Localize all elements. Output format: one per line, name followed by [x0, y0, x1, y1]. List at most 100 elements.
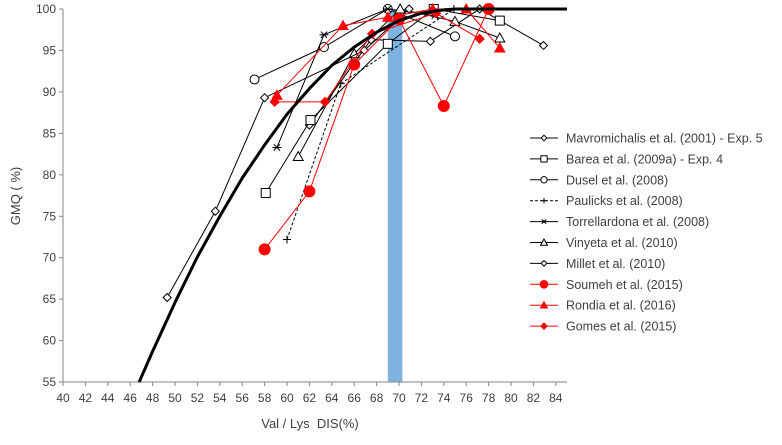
x-tick-label: 62 [303, 391, 317, 405]
x-tick-label: 40 [56, 391, 70, 405]
triangle-marker [292, 150, 305, 162]
x-tick-label: 84 [549, 391, 563, 405]
x-axis-label: Val / Lys DIS(%) [261, 416, 359, 431]
x-tick-label: 46 [124, 391, 138, 405]
x-tick-label: 72 [415, 391, 429, 405]
legend-label: Barea et al. (2009a) - Exp. 4 [566, 152, 723, 166]
series-3 [249, 4, 460, 85]
legend-item: Paulicks et al. (2008) [530, 194, 683, 208]
x-tick-label: 74 [437, 391, 451, 405]
legend-item: Millet et al. (2010) [530, 257, 665, 271]
series-line [166, 8, 410, 298]
x-tick-label: 54 [213, 391, 227, 405]
x-tick-label: 58 [258, 391, 272, 405]
triangle-marker [493, 31, 506, 43]
y-axis-label: GMQ ( %) [8, 167, 23, 226]
circle-marker [303, 185, 316, 198]
triangle-marker [337, 19, 349, 31]
diamond-marker [259, 92, 270, 103]
legend-item: Barea et al. (2009a) - Exp. 4 [530, 152, 723, 166]
diamond-marker [540, 134, 548, 142]
legend-item: Gomes et al. (2015) [530, 320, 676, 334]
diamond-marker [425, 36, 436, 47]
x-tick-label: 68 [370, 391, 384, 405]
x-tick-label: 80 [504, 391, 518, 405]
x-tick-label: 64 [325, 391, 339, 405]
triangle-marker [539, 300, 549, 309]
square-marker [260, 188, 271, 199]
series-line [276, 8, 501, 96]
fitted-curve [137, 7, 567, 383]
diamond-marker [474, 33, 485, 45]
legend-item: Vinyeta et al. (2010) [530, 236, 678, 250]
circle-marker [437, 99, 450, 112]
diamond-marker [540, 259, 548, 267]
series-line [274, 12, 480, 103]
x-tick-label: 42 [79, 391, 93, 405]
series-7 [162, 4, 414, 303]
plus-marker [541, 197, 547, 204]
x-tick-label: 70 [392, 391, 406, 405]
x-tick-label: 52 [191, 391, 205, 405]
series-4 [283, 5, 458, 244]
series-line [254, 8, 456, 80]
x-tick-label: 82 [527, 391, 541, 405]
circle-marker [539, 279, 549, 289]
series-5 [272, 5, 440, 151]
x-tick-label: 60 [280, 391, 294, 405]
y-tick-label: 70 [43, 251, 57, 265]
triangle-marker [493, 41, 506, 53]
square-marker [305, 115, 316, 126]
highlight-band [387, 9, 403, 383]
diamond-marker [319, 96, 331, 108]
fitted-curve-layer [137, 7, 567, 383]
circle-marker [258, 243, 271, 256]
x-tick-label: 76 [460, 391, 474, 405]
series-line [286, 8, 455, 240]
plus-marker [283, 235, 291, 244]
circle-marker [249, 74, 260, 85]
legend-label: Soumeh et al. (2015) [566, 278, 683, 292]
x-tick-label: 66 [348, 391, 362, 405]
legend-item: Soumeh et al. (2015) [530, 278, 683, 292]
y-tick-label: 95 [43, 43, 57, 57]
y-tick-label: 55 [43, 375, 57, 389]
x-tick-label: 50 [168, 391, 182, 405]
x-tick-label: 44 [101, 391, 115, 405]
series-layer [162, 2, 549, 303]
triangle-marker [394, 2, 406, 14]
y-tick-label: 85 [43, 126, 57, 140]
asterisk-marker [272, 143, 282, 151]
triangle-marker [381, 11, 394, 22]
y-tick-label: 75 [43, 209, 57, 223]
square-marker [540, 155, 548, 163]
diamond-marker [538, 40, 549, 51]
diamond-marker [210, 206, 221, 216]
square-marker [382, 38, 393, 49]
y-tick-label: 65 [43, 292, 57, 306]
circle-marker [450, 31, 460, 42]
diamond-marker [162, 292, 172, 303]
legend-label: Torrellardona et al. (2008) [566, 215, 709, 229]
series-8 [258, 3, 495, 256]
legend-item: Dusel et al. (2008) [530, 173, 668, 187]
legend-label: Paulicks et al. (2008) [566, 194, 683, 208]
diamond-marker [269, 96, 280, 108]
x-tick-label: 56 [236, 391, 250, 405]
series-line [264, 8, 490, 250]
y-tick-label: 60 [43, 334, 57, 348]
legend-label: Dusel et al. (2008) [566, 173, 668, 187]
highlight-band-layer [387, 9, 403, 383]
diamond-marker [540, 322, 548, 330]
series-6 [292, 2, 506, 162]
legend-label: Millet et al. (2010) [566, 257, 665, 271]
axes: 40 42 44 46 48 50 52 54 56 58 60 62 64 66 68 70 72 74 76 78… [36, 2, 567, 405]
y-tick-label: 80 [43, 168, 57, 182]
legend-item: Rondia et al. (2016) [530, 299, 676, 313]
square-marker [494, 15, 505, 26]
y-tick-label: 90 [43, 85, 57, 99]
triangle-marker [539, 237, 549, 246]
legend-label: Mavromichalis et al. (2001) - Exp. 5 [566, 132, 763, 146]
asterisk-marker [319, 31, 329, 39]
circle-marker [318, 42, 329, 53]
